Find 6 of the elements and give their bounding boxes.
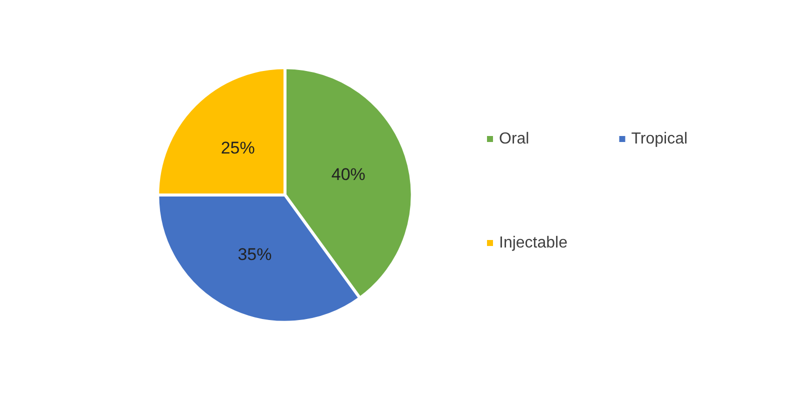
legend-label: Tropical (631, 130, 688, 148)
data-label: 40% (331, 164, 366, 184)
legend-label: Injectable (499, 234, 568, 252)
legend-label: Oral (499, 130, 530, 148)
data-label: 25% (220, 138, 255, 158)
data-label: 35% (238, 244, 272, 264)
